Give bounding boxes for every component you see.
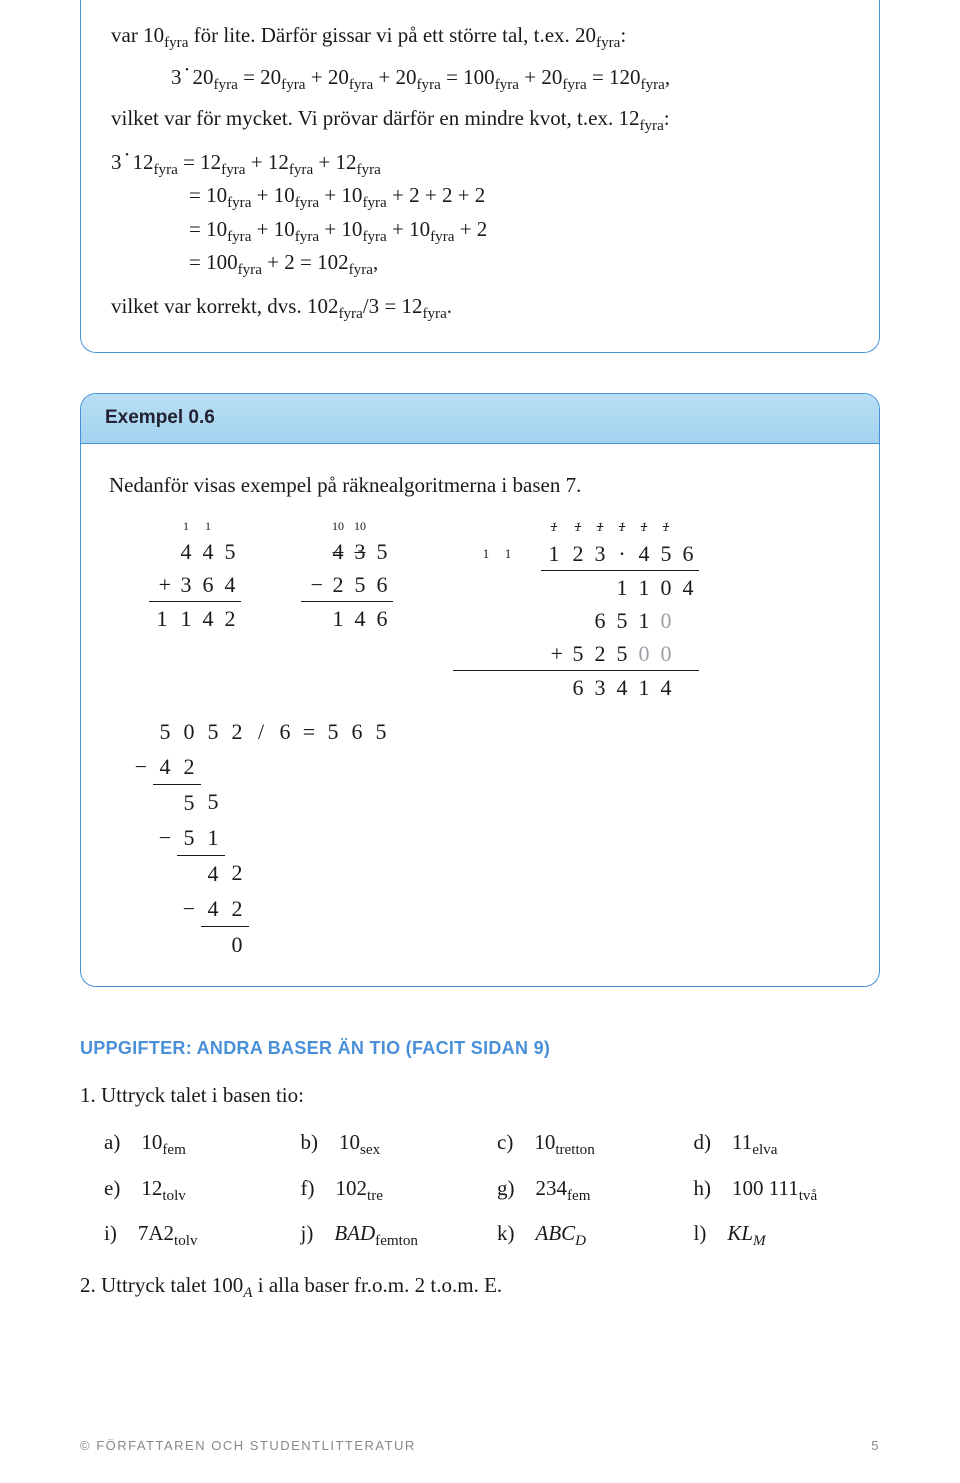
box1-eq1: 3·20fyra = 20fyra + 20fyra + 20fyra = 10… xyxy=(171,62,849,94)
box1-p1: var 10fyra för lite. Därför gissar vi på… xyxy=(111,20,849,52)
exercise-grid: a) 10fem b) 10sex c) 10tretton d) 11elva e) … xyxy=(104,1127,880,1250)
exercise-item: e) 12tolv xyxy=(104,1173,291,1205)
exercise-item: f) 102tre xyxy=(301,1173,488,1205)
example-box: Exempel 0.6 Nedanför visas exempel på rä… xyxy=(80,393,880,987)
example-title: Exempel 0.6 xyxy=(81,394,879,444)
multiplication-algo: 111111 11 1 2 3 · 4 5 6 1104 6510 xyxy=(453,517,699,704)
exercise-item: k) ABCD xyxy=(497,1218,684,1250)
continuation-box: var 10fyra för lite. Därför gissar vi på… xyxy=(80,0,880,353)
box1-p2: vilket var för mycket. Vi prövar därför … xyxy=(111,103,849,135)
exercises-title: UPPGIFTER: ANDRA BASER ÄN TIO (FACIT SID… xyxy=(80,1035,880,1062)
page-number: 5 xyxy=(871,1436,880,1456)
exercise-item: c) 10tretton xyxy=(497,1127,684,1159)
sub: fyra xyxy=(596,35,620,51)
t: : xyxy=(620,23,626,47)
t: för lite. Därför gissar vi på ett större… xyxy=(188,23,596,47)
q2: 2. Uttryck talet 100A i alla baser fr.o.… xyxy=(80,1270,880,1302)
division-algo: 5052/6=565 −42 55 −51 42 −42 0 xyxy=(129,714,851,962)
subtraction-algo: 1010 4 3 5 −256 146 xyxy=(301,517,393,704)
exercise-item: h) 100 111två xyxy=(694,1173,881,1205)
box1-eq2: 3·12fyra = 12fyra + 12fyra + 12fyra = 10… xyxy=(111,147,849,279)
exercise-item: a) 10fem xyxy=(104,1127,291,1159)
page-footer: © FÖRFATTAREN OCH STUDENTLITTERATUR 5 xyxy=(80,1436,880,1456)
exercise-item: d) 11elva xyxy=(694,1127,881,1159)
exercise-item: g) 234fem xyxy=(497,1173,684,1205)
exercise-item: j) BADfemton xyxy=(301,1218,488,1250)
exercise-item: l) KLM xyxy=(694,1218,881,1250)
exercise-item: b) 10sex xyxy=(301,1127,488,1159)
addition-algo: 11 445 +364 1142 xyxy=(149,517,241,704)
example-intro: Nedanför visas exempel på räknealgoritme… xyxy=(109,470,851,502)
t: var 10 xyxy=(111,23,164,47)
sub: fyra xyxy=(164,35,188,51)
q1: 1. Uttryck talet i basen tio: xyxy=(80,1080,880,1112)
box1-p3: vilket var korrekt, dvs. 102fyra/3 = 12f… xyxy=(111,291,849,323)
footer-left: © FÖRFATTAREN OCH STUDENTLITTERATUR xyxy=(80,1436,416,1456)
exercise-item: i) 7A2tolv xyxy=(104,1218,291,1250)
